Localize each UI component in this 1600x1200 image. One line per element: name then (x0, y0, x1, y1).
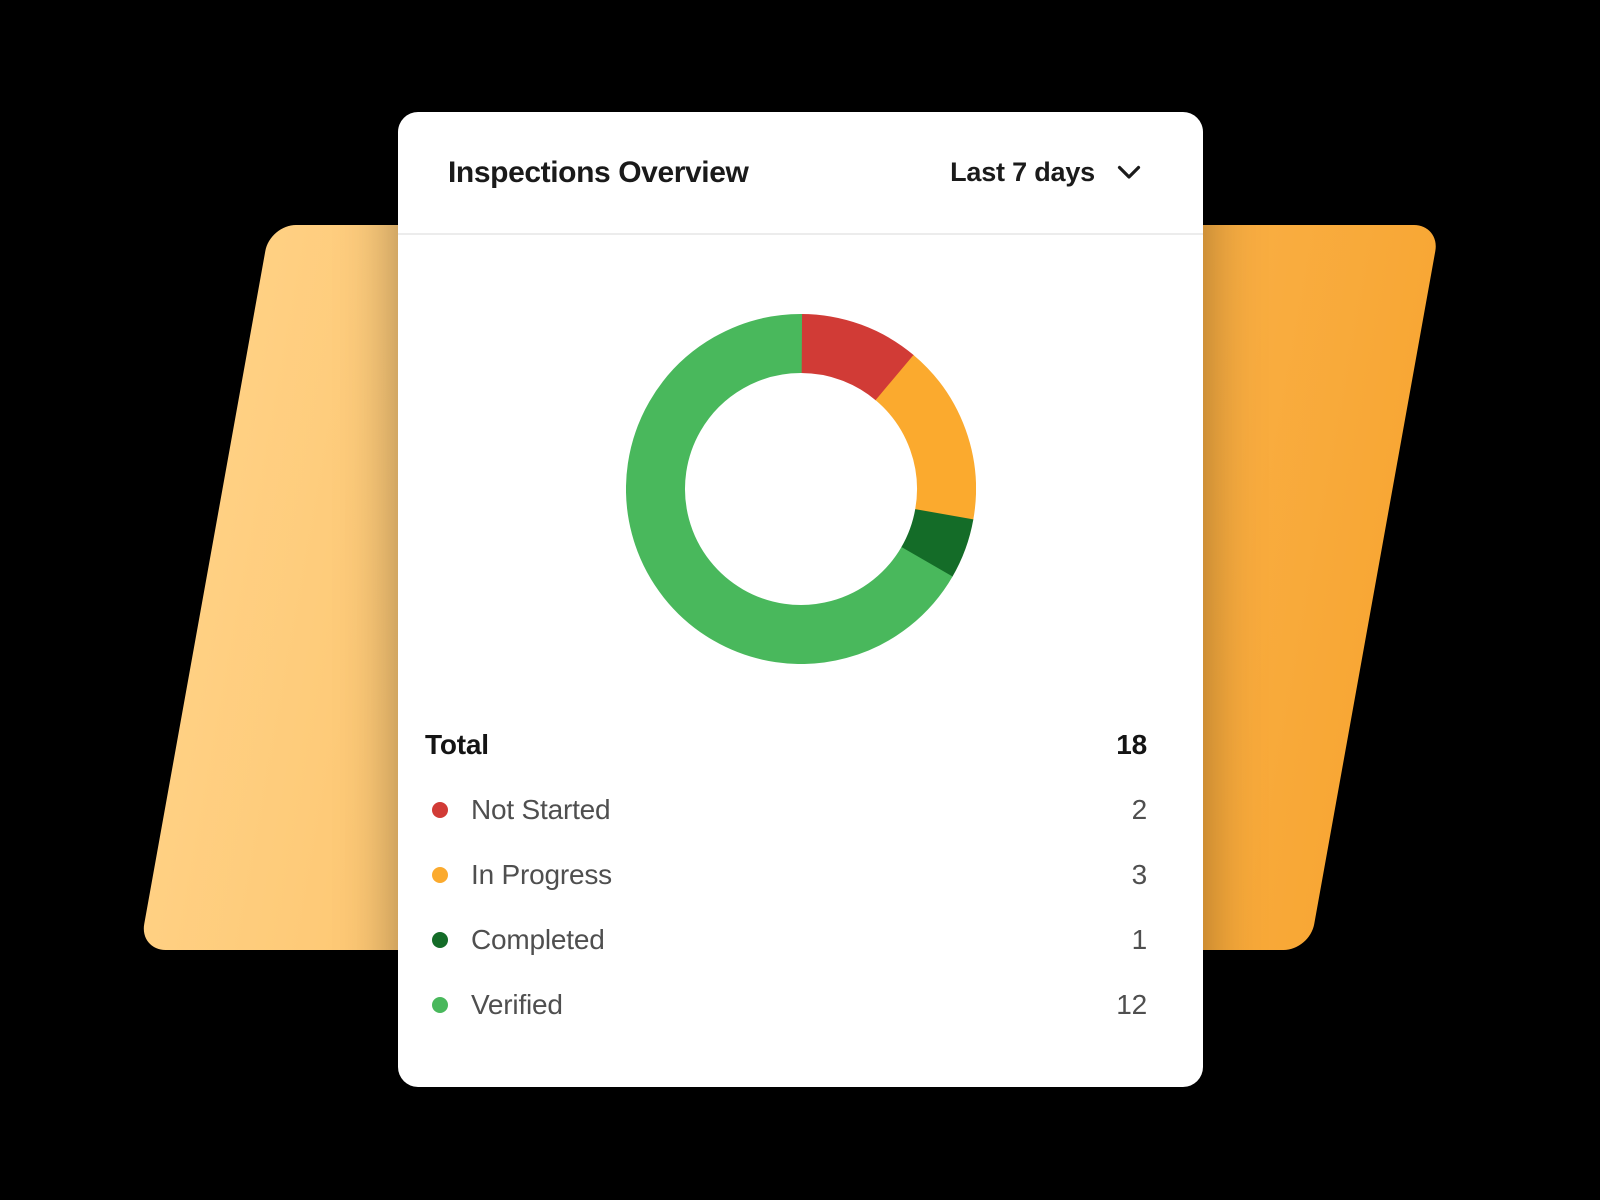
legend-row: Not Started 2 (425, 791, 1147, 829)
legend-label: Completed (471, 924, 605, 955)
total-row: Total 18 (425, 726, 1147, 764)
donut-chart (625, 314, 976, 664)
total-value: 18 (1116, 729, 1147, 760)
legend-row: Verified 12 (425, 986, 1147, 1024)
legend-value: 3 (1131, 859, 1148, 890)
legend-dot (432, 867, 448, 883)
legend-label: Verified (471, 989, 563, 1020)
legend-row: In Progress 3 (425, 856, 1147, 894)
legend: Total 18 Not Started 2 In Progress 3 Com… (425, 726, 1147, 1024)
total-label: Total (425, 729, 489, 760)
legend-dot (432, 932, 448, 948)
legend-value: 2 (1131, 794, 1148, 825)
card-title: Inspections Overview (448, 155, 749, 189)
chevron-down-icon (1117, 165, 1141, 179)
legend-row: Completed 1 (425, 921, 1147, 959)
donut-chart-svg (625, 314, 976, 664)
legend-label: In Progress (471, 859, 612, 890)
card-header: Inspections Overview Last 7 days (398, 112, 1203, 235)
legend-dot (432, 802, 448, 818)
donut-segment-completed (625, 314, 976, 664)
date-range-label: Last 7 days (950, 157, 1095, 187)
legend-value: 1 (1131, 924, 1148, 955)
date-range-dropdown[interactable]: Last 7 days (950, 157, 1141, 188)
legend-value: 12 (1116, 989, 1147, 1020)
legend-dot (432, 997, 448, 1013)
inspections-overview-card: Inspections Overview Last 7 days Total 1… (398, 112, 1203, 1087)
legend-label: Not Started (471, 794, 611, 825)
